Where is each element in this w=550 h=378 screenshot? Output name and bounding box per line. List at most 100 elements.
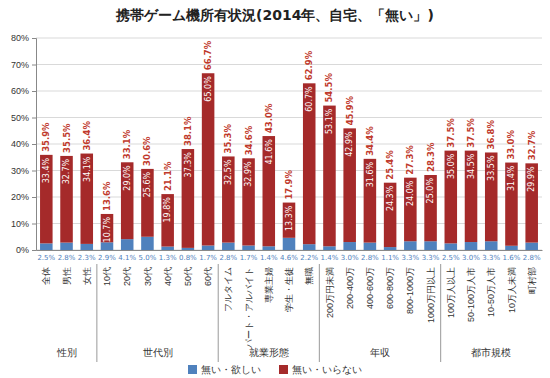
x-tick: パート・アルバイト — [244, 250, 254, 349]
y-tick: 70% — [11, 60, 36, 70]
bar — [424, 241, 437, 250]
total-label: 25.4% — [385, 150, 395, 180]
data-label: 5.0% — [139, 254, 157, 262]
x-tick-label: フルタイム — [223, 267, 233, 312]
x-tick-label: 学生・生徒 — [284, 267, 294, 312]
total-label: 38.1% — [183, 116, 193, 146]
x-tick-label: 20代 — [122, 267, 132, 286]
bar — [465, 242, 478, 250]
y-tick-mark — [32, 65, 36, 66]
data-label: 3.0% — [462, 254, 480, 262]
y-axis-line — [32, 39, 37, 251]
bar — [161, 247, 174, 250]
legend-item: 無い・いらない — [279, 364, 362, 375]
x-tick-label: 専業主婦 — [264, 267, 274, 303]
data-label: 2.8% — [361, 254, 379, 262]
bar — [505, 163, 518, 246]
y-tick-label: 50% — [11, 113, 29, 123]
bar — [323, 246, 336, 250]
y-tick: 0% — [16, 245, 36, 255]
y-tick-label: 80% — [11, 33, 29, 43]
bar — [424, 175, 437, 241]
y-tick: 80% — [11, 33, 36, 43]
y-tick-label: 20% — [11, 192, 29, 202]
x-tick-label: 60代 — [203, 267, 213, 286]
data-label: 25.6% — [143, 172, 152, 198]
data-label: 1.4% — [321, 254, 339, 262]
data-label: 24.0% — [406, 180, 415, 206]
data-label: 31.6% — [366, 161, 375, 187]
y-tick-label: 0% — [16, 245, 29, 255]
x-tick-label: 200万円未満 — [325, 267, 335, 318]
x-tick-label: 全体 — [41, 267, 51, 285]
x-tick-label: 10代 — [102, 267, 112, 286]
y-tick-mark — [32, 38, 36, 39]
y-tick-label: 60% — [11, 86, 29, 96]
groups: 性別世代別就業形態年収都市規模 — [56, 264, 512, 362]
data-labels: 2.5%2.8%2.3%2.9%4.1%5.0%1.3%0.8%1.7%2.8%… — [37, 40, 541, 262]
total-label: 43.0% — [264, 103, 274, 133]
data-label: 31.4% — [507, 165, 516, 191]
bar — [384, 183, 397, 247]
total-label: 36.8% — [486, 120, 496, 150]
total-label: 35.9% — [41, 122, 51, 152]
x-tick-label: 10万人未満 — [507, 267, 517, 313]
y-axis: 0% 10% 20% 30% 40% 50% 60% 70% 80% — [11, 33, 37, 255]
bar — [202, 73, 215, 245]
total-label: 30.6% — [142, 136, 152, 166]
y-tick-mark — [32, 250, 36, 251]
data-label: 34.5% — [467, 153, 476, 179]
data-label: 2.9% — [98, 254, 116, 262]
data-label: 13.3% — [285, 205, 294, 231]
x-tick-label: 600-800万 — [385, 267, 395, 309]
total-label: 37.5% — [466, 118, 476, 148]
bar — [283, 238, 296, 250]
group-separator — [96, 264, 97, 362]
total-label: 35.3% — [223, 123, 233, 153]
data-label: 32.9% — [244, 161, 253, 187]
x-tick-label: 町村部 — [527, 267, 537, 294]
y-tick: 40% — [11, 139, 36, 149]
x-tick-label: 30代 — [143, 267, 153, 286]
total-label: 21.1% — [163, 161, 173, 191]
y-tick: 10% — [11, 219, 36, 229]
bar — [222, 243, 235, 250]
data-label: 24.3% — [386, 185, 395, 211]
x-tick-label: 1000万円以上 — [426, 267, 436, 323]
y-tick-mark — [32, 197, 36, 198]
data-label: 60.7% — [305, 86, 314, 112]
y-tick-label: 30% — [11, 166, 29, 176]
y-tick: 50% — [11, 113, 36, 123]
grid-line — [36, 64, 542, 65]
data-label: 41.6% — [265, 139, 274, 165]
y-tick-label: 40% — [11, 139, 29, 149]
y-tick: 30% — [11, 166, 36, 176]
total-label: 45.9% — [345, 95, 355, 125]
data-label: 33.5% — [487, 155, 496, 181]
bars — [40, 73, 538, 250]
x-tick-label: 女性 — [82, 267, 92, 285]
data-label: 29.0% — [123, 165, 132, 191]
bar — [161, 194, 174, 246]
data-label: 19.8% — [163, 197, 172, 223]
bar — [101, 214, 114, 242]
bar — [263, 246, 276, 250]
data-label: 1.4% — [260, 254, 278, 262]
group-label: 世代別 — [143, 347, 173, 358]
bar — [303, 83, 316, 244]
data-label: 2.5% — [37, 254, 55, 262]
grid — [36, 38, 542, 250]
x-tick-label: 800-1000万 — [405, 267, 415, 314]
title: 携帯ゲーム機所有状況(2014年、自宅、「無い」) — [115, 7, 434, 23]
total-label: 34.6% — [244, 125, 254, 155]
bar — [343, 128, 356, 242]
y-tick-label: 70% — [11, 60, 29, 70]
group-label: 都市規模 — [471, 347, 511, 358]
bar — [40, 155, 53, 244]
data-label: 33.4% — [42, 157, 51, 183]
bar — [343, 242, 356, 250]
data-label: 1.3% — [159, 254, 177, 262]
total-label: 32.7% — [527, 130, 537, 160]
total-label: 13.6% — [102, 181, 112, 211]
bar — [465, 151, 478, 242]
